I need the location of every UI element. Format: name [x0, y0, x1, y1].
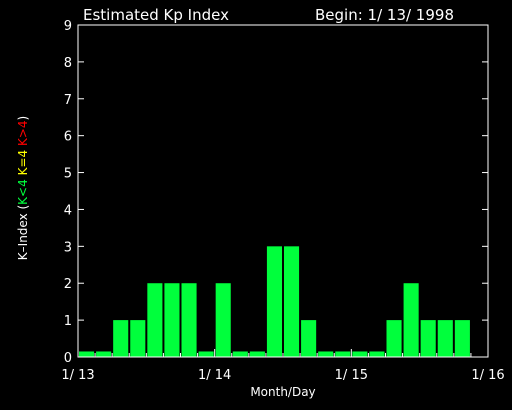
y-tick-label: 5	[64, 167, 72, 182]
kp-bar	[232, 351, 248, 357]
y-tick-label: 2	[64, 277, 72, 292]
kp-bar	[352, 351, 368, 357]
chart-title: Estimated Kp Index	[83, 6, 229, 24]
y-tick-label: 4	[64, 203, 72, 218]
kp-bar	[96, 351, 112, 357]
y-tick-label: 1	[64, 314, 72, 329]
y-tick-label: 6	[64, 130, 72, 145]
kp-bar	[386, 320, 402, 357]
y-axis-label-high: K>4	[16, 120, 30, 146]
x-tick-label: 1/ 13	[61, 368, 94, 383]
kp-bar	[318, 351, 334, 357]
kp-bar	[284, 246, 300, 357]
plot-frame	[77, 24, 489, 358]
kp-bar	[403, 283, 419, 357]
y-tick-label: 9	[64, 19, 72, 34]
kp-bar	[335, 351, 351, 357]
kp-bar	[454, 320, 470, 357]
kp-bar	[130, 320, 146, 357]
x-axis-label: Month/Day	[250, 385, 315, 399]
y-tick-label: 0	[64, 351, 72, 366]
kp-bar	[181, 283, 197, 357]
bars	[79, 246, 470, 357]
kp-bar	[369, 351, 385, 357]
y-tick-label: 3	[64, 240, 72, 255]
x-tick-label: 1/ 15	[335, 368, 368, 383]
y-tick-label: 7	[64, 93, 72, 108]
kp-bar	[164, 283, 180, 357]
kp-bar	[437, 320, 453, 357]
begin-date: Begin: 1/ 13/ 1998	[315, 6, 454, 24]
y-axis-label-suffix: )	[16, 116, 30, 121]
kp-bar	[266, 246, 282, 357]
kp-bar	[301, 320, 317, 357]
kp-bar	[198, 351, 214, 357]
y-axis-label: K–Index (K<4 K=4 K>4)	[16, 116, 30, 260]
x-tick-label: 1/ 14	[198, 368, 231, 383]
kp-bar	[147, 283, 163, 357]
y-axis-label-low: K<4	[16, 179, 30, 205]
kp-bar	[215, 283, 231, 357]
y-axis-label-mid: K=4	[16, 150, 30, 176]
y-axis-label-prefix: K–Index (	[16, 205, 30, 260]
y-axis-ticks: 0 1 2 3 4 5 6 7 8 9	[64, 19, 488, 366]
kp-bar	[79, 351, 95, 357]
kp-bar	[249, 351, 265, 357]
x-tick-label: 1/ 16	[471, 368, 504, 383]
x-axis-ticks: 1/ 13 1/ 14 1/ 15 1/ 16	[61, 349, 505, 383]
y-tick-label: 8	[64, 56, 72, 71]
kp-bar	[113, 320, 129, 357]
kp-bar	[420, 320, 436, 357]
